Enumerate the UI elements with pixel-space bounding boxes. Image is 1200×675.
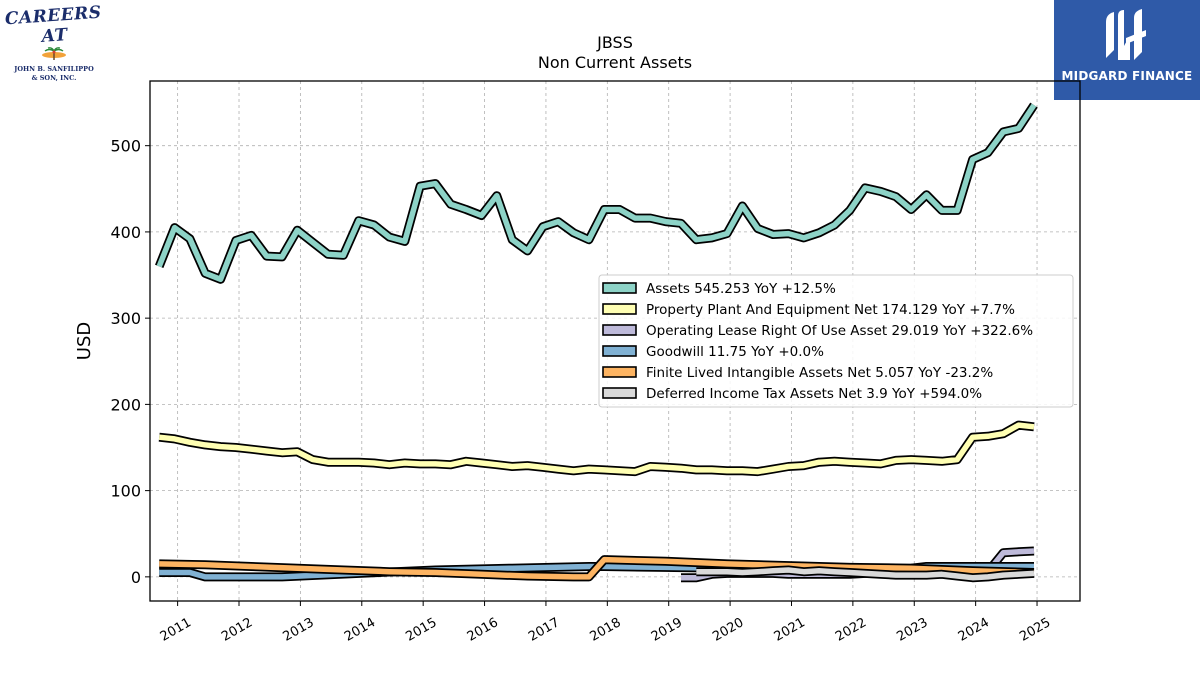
x-tick-label: 2012 xyxy=(219,615,255,645)
legend-entry: Operating Lease Right Of Use Asset 29.01… xyxy=(646,323,1033,339)
legend-swatch xyxy=(602,387,637,399)
x-tick-label: 2013 xyxy=(281,615,317,645)
series-line-deferred-income-tax-assets-net xyxy=(696,567,1035,581)
y-axis-ticks: 0 100 200 300 400 500 xyxy=(110,137,150,587)
careers-logo-company: JOHN B. SANFILIPPO xyxy=(14,65,94,73)
legend-swatch xyxy=(602,345,637,357)
legend-entry: Property Plant And Equipment Net 174.129… xyxy=(646,302,1015,318)
legend-entry: Goodwill 11.75 YoY +0.0% xyxy=(646,344,824,360)
midgard-finance-logo[interactable]: MIDGARD FINANCE xyxy=(1054,0,1200,100)
legend-entry: Finite Lived Intangible Assets Net 5.057… xyxy=(646,365,993,381)
series-layer xyxy=(155,102,1038,583)
plot-frame xyxy=(149,80,1081,602)
series-line-finite-lived-intangible-assets-net xyxy=(159,556,1035,580)
y-tick-label: 0 xyxy=(131,568,141,587)
y-tick-label: 100 xyxy=(110,482,141,501)
x-tick-label: 2024 xyxy=(956,615,992,645)
legend-entry: Assets 545.253 YoY +12.5% xyxy=(646,281,836,297)
legend: Assets 545.253 YoY +12.5% Property Plant … xyxy=(598,274,1074,408)
chart-subtitle: Non Current Assets xyxy=(538,53,692,72)
series-line-property-plant-and-equipment-net xyxy=(158,422,1035,475)
x-tick-label: 2021 xyxy=(772,615,808,645)
palm-tree-icon xyxy=(42,47,66,60)
x-tick-label: 2018 xyxy=(587,615,623,645)
x-tick-label: 2016 xyxy=(465,615,501,645)
midgard-emblem-icon xyxy=(1106,9,1146,60)
x-tick-label: 2017 xyxy=(526,615,562,645)
y-axis-label: USD xyxy=(74,322,95,360)
x-tick-label: 2025 xyxy=(1017,615,1053,645)
chart-title: JBSS xyxy=(596,33,633,52)
x-tick-label: 2015 xyxy=(403,615,439,645)
x-tick-label: 2023 xyxy=(894,615,930,645)
legend-swatch xyxy=(602,366,637,378)
x-tick-label: 2022 xyxy=(833,615,869,645)
careers-logo-company-suffix: & SON, INC. xyxy=(31,74,77,82)
careers-logo[interactable]: CAREERS AT JOHN B. SANFILIPPO & SON, INC… xyxy=(4,3,104,82)
legend-swatch xyxy=(602,282,637,294)
y-tick-label: 200 xyxy=(110,395,141,414)
y-tick-label: 300 xyxy=(110,309,141,328)
x-axis-ticks: 2011 2012 2013 2014 2015 2016 2017 2018 2019 2020… xyxy=(158,601,1053,645)
x-tick-label: 2014 xyxy=(342,615,378,645)
series-line-assets xyxy=(156,103,1037,283)
midgard-logo-name: MIDGARD FINANCE xyxy=(1061,69,1193,83)
x-tick-label: 2011 xyxy=(158,615,194,645)
y-tick-label: 400 xyxy=(110,223,141,242)
legend-swatch xyxy=(602,324,637,336)
legend-swatch xyxy=(602,303,637,315)
y-tick-label: 500 xyxy=(110,137,141,156)
legend-box xyxy=(598,274,1074,408)
legend-entry: Deferred Income Tax Assets Net 3.9 YoY +… xyxy=(646,386,982,402)
series-outline-assets xyxy=(155,102,1038,284)
series-outline-property-plant-and-equipment-net xyxy=(158,420,1035,477)
x-tick-label: 2020 xyxy=(710,615,746,645)
x-tick-label: 2019 xyxy=(649,615,685,645)
